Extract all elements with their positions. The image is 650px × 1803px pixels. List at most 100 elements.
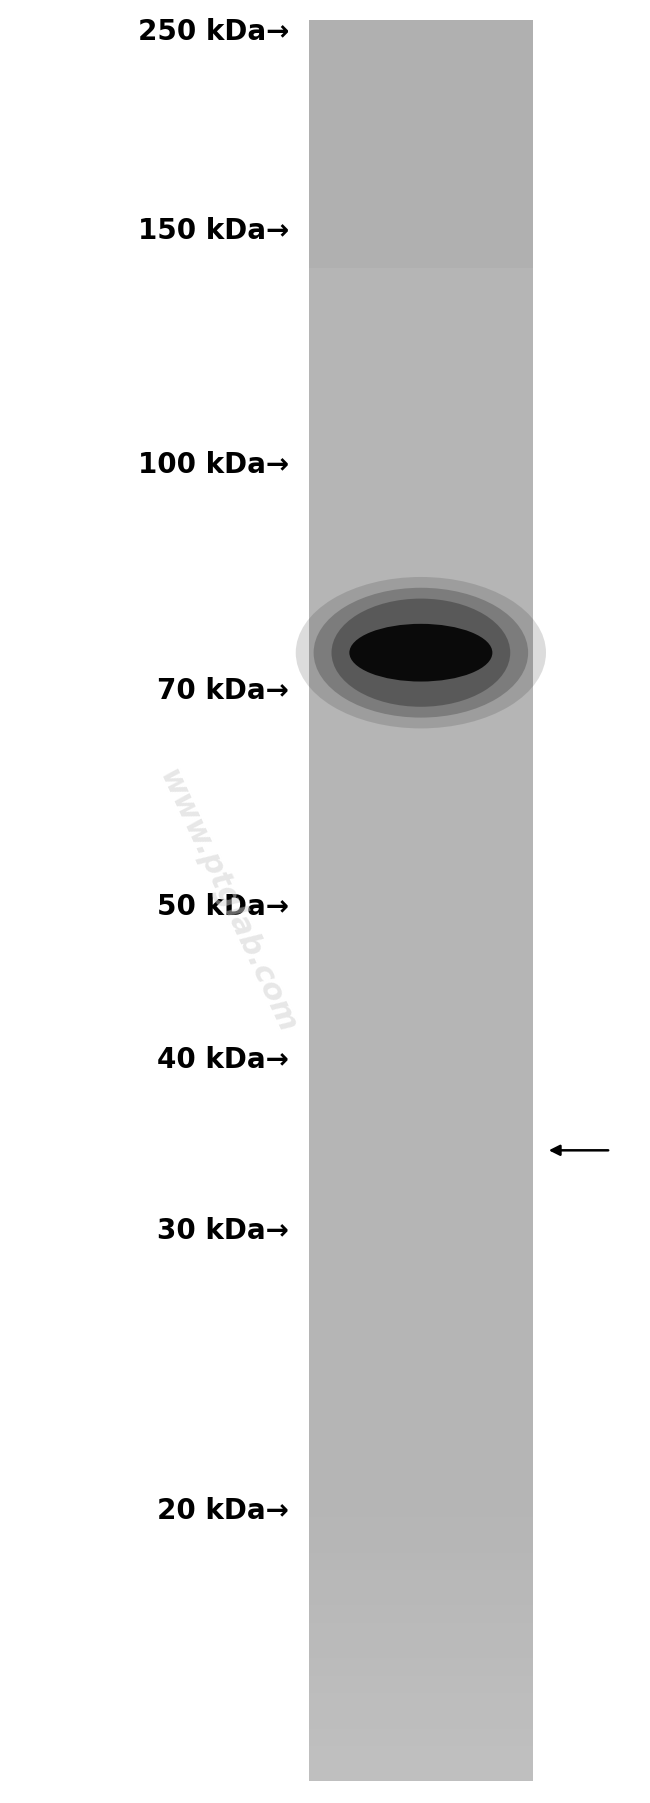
Bar [309, 512, 533, 532]
Bar [309, 38, 533, 58]
Bar [309, 178, 533, 198]
Bar [309, 723, 533, 743]
Bar [309, 1587, 533, 1605]
Bar [309, 442, 533, 462]
Text: 30 kDa→: 30 kDa→ [157, 1217, 289, 1246]
Bar [309, 56, 533, 74]
Bar [309, 267, 533, 285]
Bar [309, 478, 533, 498]
Bar [309, 1569, 533, 1588]
Bar [309, 1304, 533, 1323]
Bar [309, 319, 533, 339]
Bar [309, 1410, 533, 1430]
Ellipse shape [313, 588, 528, 718]
Bar [309, 389, 533, 409]
Bar [309, 1621, 533, 1641]
Bar [309, 829, 533, 849]
Bar [309, 1269, 533, 1289]
Bar [309, 1657, 533, 1675]
Text: 250 kDa→: 250 kDa→ [138, 18, 289, 47]
Ellipse shape [296, 577, 546, 728]
Bar [309, 213, 533, 233]
Bar [309, 1040, 533, 1060]
Bar [309, 936, 533, 954]
Bar [309, 689, 533, 709]
Bar [309, 460, 533, 480]
Bar [309, 618, 533, 638]
Bar [309, 1392, 533, 1412]
Bar [309, 126, 533, 144]
Bar [309, 847, 533, 865]
Bar [309, 918, 533, 938]
Text: 20 kDa→: 20 kDa→ [157, 1496, 289, 1525]
Text: 150 kDa→: 150 kDa→ [138, 216, 289, 245]
Bar [309, 1428, 533, 1448]
Bar [309, 811, 533, 831]
Bar [309, 600, 533, 620]
Bar [309, 1709, 533, 1729]
Bar [309, 1199, 533, 1219]
Text: 100 kDa→: 100 kDa→ [138, 451, 289, 480]
Bar [309, 1533, 533, 1552]
Bar [309, 1551, 533, 1570]
Bar [309, 653, 533, 673]
Bar [309, 1217, 533, 1235]
Bar [309, 197, 533, 215]
Bar [309, 1603, 533, 1623]
Text: 40 kDa→: 40 kDa→ [157, 1046, 289, 1075]
Bar [309, 424, 533, 444]
Bar [309, 864, 533, 883]
Bar [309, 970, 533, 990]
Bar [309, 1233, 533, 1253]
Bar [309, 1516, 533, 1534]
Bar [309, 231, 533, 251]
Bar [309, 530, 533, 550]
Bar [309, 1639, 533, 1659]
Bar [309, 1762, 533, 1781]
Bar [309, 249, 533, 269]
Bar [309, 108, 533, 128]
Text: 70 kDa→: 70 kDa→ [157, 676, 289, 705]
Bar [309, 407, 533, 426]
Bar [309, 20, 533, 40]
Text: 50 kDa→: 50 kDa→ [157, 892, 289, 921]
Bar [309, 1147, 533, 1165]
Bar [309, 1480, 533, 1500]
Bar [309, 160, 533, 180]
Bar [309, 777, 533, 795]
Bar [309, 636, 533, 654]
Bar [309, 1287, 533, 1305]
Bar [309, 566, 533, 584]
Bar [309, 1446, 533, 1464]
Text: www.ptglab.com: www.ptglab.com [153, 764, 302, 1039]
Bar [309, 741, 533, 761]
Bar [309, 337, 533, 355]
Bar [309, 1691, 533, 1711]
Bar [309, 1163, 533, 1183]
Bar [309, 371, 533, 391]
Bar [309, 1251, 533, 1271]
Bar [309, 1376, 533, 1394]
Bar [309, 1076, 533, 1094]
Bar [309, 900, 533, 920]
Bar [309, 707, 533, 725]
Bar [309, 1498, 533, 1518]
Bar [309, 1022, 533, 1042]
Bar [309, 1744, 533, 1763]
Bar [309, 496, 533, 514]
Bar [309, 1727, 533, 1745]
Bar [309, 952, 533, 972]
Bar [309, 1111, 533, 1130]
Bar [309, 142, 533, 162]
Bar [309, 1006, 533, 1024]
Bar [309, 1340, 533, 1359]
Ellipse shape [332, 599, 510, 707]
Bar [309, 1058, 533, 1078]
Bar [309, 1181, 533, 1201]
Bar [309, 353, 533, 373]
Ellipse shape [350, 624, 493, 682]
Bar [309, 1358, 533, 1377]
Bar [309, 72, 533, 92]
Bar [309, 793, 533, 813]
Bar [309, 1673, 533, 1693]
